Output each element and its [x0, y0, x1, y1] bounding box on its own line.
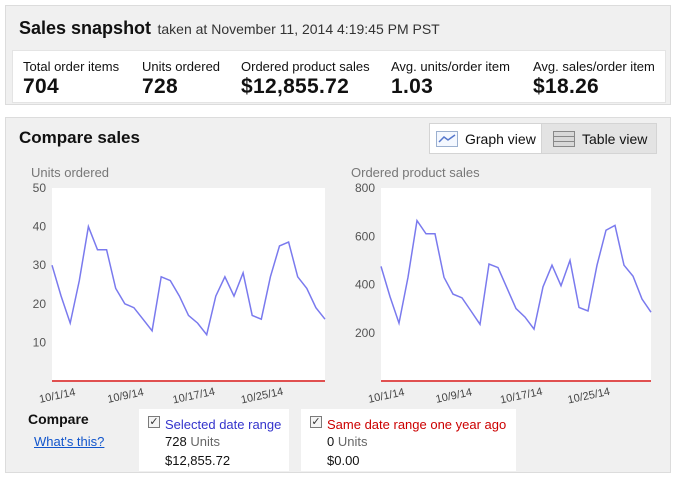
metric-value: 1.03 — [391, 75, 434, 98]
prior-range-legend: ✓ Same date range one year ago 0 Units $… — [301, 409, 516, 471]
y-tick-label: 30 — [33, 258, 47, 272]
prior-range-sales: $0.00 — [327, 453, 360, 468]
prior-range-name: Same date range one year ago — [327, 417, 507, 432]
selected-range-units: 728 Units — [165, 434, 220, 449]
y-tick-label: 800 — [355, 181, 375, 195]
graph-view-label: Graph view — [465, 130, 536, 147]
metric-avg-units-per-order-item: Avg. units/order item 1.03 — [391, 59, 510, 99]
prior-range-units-word: Units — [337, 434, 368, 449]
x-tick-label: 10/25/14 — [567, 386, 611, 407]
view-toggle: Graph view Table view — [429, 123, 657, 154]
y-tick-label: 20 — [33, 297, 47, 311]
selected-range-legend: ✓ Selected date range 728 Units $12,855.… — [139, 409, 289, 471]
compare-sales-panel: Compare sales Graph view Table view Unit… — [5, 117, 671, 473]
metric-units-ordered: Units ordered 728 — [142, 59, 220, 99]
y-tick-label: 400 — [355, 278, 375, 292]
x-tick-label: 10/1/14 — [38, 386, 76, 405]
graph-view-button[interactable]: Graph view — [430, 124, 542, 153]
compare-sales-title: Compare sales — [19, 128, 140, 147]
line-chart-icon — [436, 130, 458, 147]
selected-range-line — [51, 223, 326, 337]
x-tick-label: 10/9/14 — [435, 386, 473, 405]
y-tick-label: 200 — [355, 326, 375, 340]
plot-area — [381, 188, 651, 381]
metric-label: Avg. units/order item — [391, 59, 510, 74]
prior-range-checkbox[interactable]: ✓ — [310, 416, 322, 428]
snapshot-heading: Sales snapshot taken at November 11, 201… — [19, 18, 440, 39]
selected-range-sales: $12,855.72 — [165, 453, 231, 468]
metrics-bar: Total order items 704 Units ordered 728 … — [12, 50, 666, 103]
x-tick-label: 10/17/14 — [499, 386, 543, 407]
x-tick-label: 10/9/14 — [106, 386, 144, 405]
y-tick-label: 10 — [33, 335, 47, 349]
metric-label: Units ordered — [142, 59, 221, 74]
metric-label: Ordered product sales — [241, 59, 370, 74]
prior-range-units: 0 Units — [327, 434, 367, 449]
x-tick-label: 10/25/14 — [240, 386, 284, 407]
metric-value: $12,855.72 — [241, 75, 350, 98]
metric-avg-sales-per-order-item: Avg. sales/order item $18.26 — [533, 59, 655, 99]
metric-total-order-items: Total order items 704 — [23, 59, 119, 99]
x-tick-label: 10/1/14 — [367, 386, 405, 405]
x-tick-label: 10/17/14 — [172, 386, 216, 407]
plot-area — [52, 188, 325, 381]
metric-value: 728 — [142, 75, 178, 98]
ordered-product-sales-chart: 200 400 600 800 10/1/14 10/9/14 10/17/14 10/25/… — [355, 181, 652, 407]
selected-range-units-word: Units — [190, 434, 220, 449]
prior-range-units-value: 0 — [327, 434, 335, 449]
snapshot-title: Sales snapshot — [19, 18, 152, 38]
metric-value: $18.26 — [533, 75, 600, 98]
y-tick-label: 50 — [33, 181, 47, 195]
metric-ordered-product-sales: Ordered product sales $12,855.72 — [241, 59, 370, 99]
selected-range-units-value: 728 — [165, 434, 187, 449]
metric-label: Total order items — [23, 59, 120, 74]
metric-value: 704 — [23, 75, 59, 98]
y-tick-label: 600 — [355, 229, 375, 243]
selected-range-name: Selected date range — [165, 417, 282, 432]
table-view-button[interactable]: Table view — [543, 124, 656, 153]
units-chart-title: Units ordered — [31, 165, 110, 180]
compare-label: Compare — [28, 411, 89, 427]
table-view-label: Table view — [582, 130, 648, 147]
selected-range-line — [380, 218, 652, 331]
metric-label: Avg. sales/order item — [533, 59, 655, 74]
y-tick-label: 40 — [33, 220, 47, 234]
table-icon — [553, 130, 575, 147]
snapshot-timestamp: taken at November 11, 2014 4:19:45 PM PS… — [157, 21, 440, 37]
sales-chart-title: Ordered product sales — [351, 165, 480, 180]
selected-range-checkbox[interactable]: ✓ — [148, 416, 160, 428]
units-ordered-chart: 10 20 30 40 50 10/1/14 10/9/14 10/17/14 10/25/14 — [33, 181, 326, 407]
sales-snapshot-panel: Sales snapshot taken at November 11, 201… — [5, 5, 671, 105]
whats-this-link[interactable]: What's this? — [34, 434, 105, 449]
